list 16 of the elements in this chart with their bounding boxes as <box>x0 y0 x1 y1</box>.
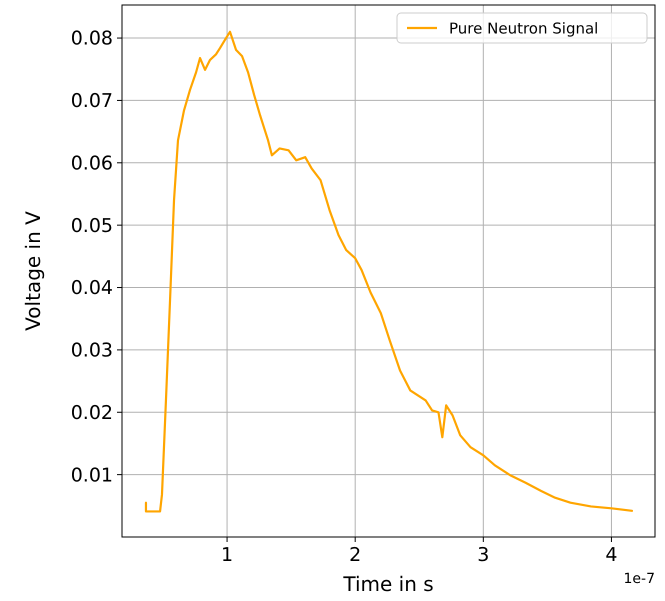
x-tick-label: 1 <box>221 544 234 566</box>
legend-label: Pure Neutron Signal <box>449 19 598 38</box>
x-tick-label: 3 <box>477 544 490 566</box>
y-tick-label: 0.07 <box>70 90 113 112</box>
y-tick-label: 0.02 <box>70 402 113 424</box>
y-tick-label: 0.03 <box>70 340 113 362</box>
x-tick-label: 4 <box>605 544 618 566</box>
y-tick-label: 0.08 <box>70 28 113 50</box>
y-tick-label: 0.01 <box>70 464 113 486</box>
y-axis-title: Voltage in V <box>21 210 45 331</box>
x-axis-title: Time in s <box>342 572 434 596</box>
x-tick-label: 2 <box>349 544 362 566</box>
y-tick-label: 0.04 <box>70 277 113 300</box>
y-tick-label: 0.05 <box>70 214 113 237</box>
text: 1e-7 <box>624 571 655 587</box>
y-tick-label: 0.06 <box>70 152 113 174</box>
